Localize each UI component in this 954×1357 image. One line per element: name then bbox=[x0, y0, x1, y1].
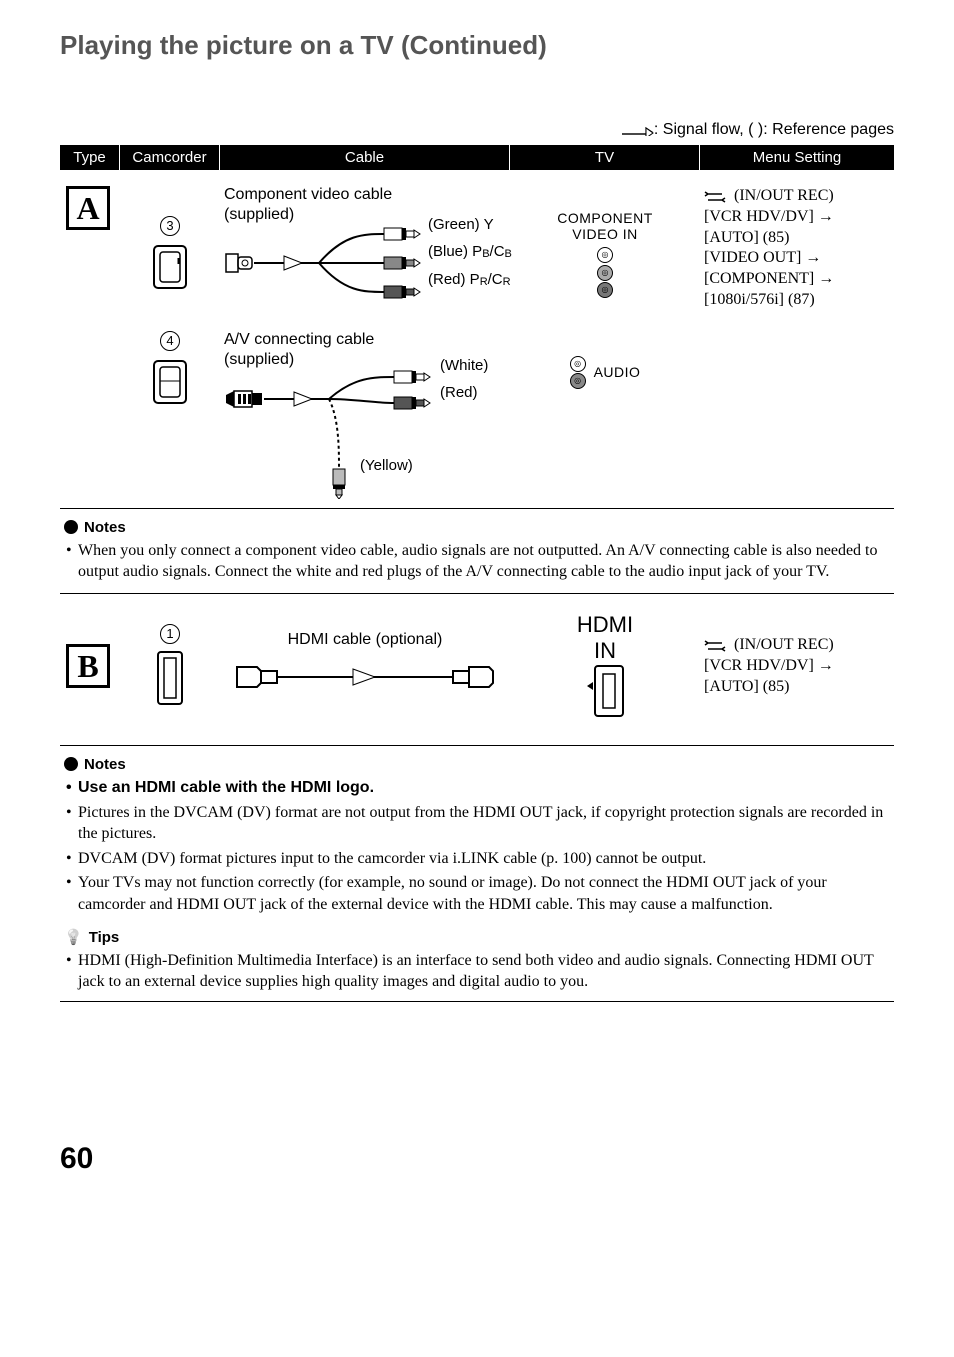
type-badge-b: B bbox=[66, 644, 110, 688]
signal-flow-legend: : Signal flow, ( ): Reference pages bbox=[60, 121, 894, 139]
col-menu: Menu Setting bbox=[700, 145, 894, 170]
col-cable: Cable bbox=[220, 145, 510, 170]
label-white: (White) bbox=[440, 357, 488, 374]
note-item: Use an HDMI cable with the HDMI logo. bbox=[66, 777, 894, 799]
label-green-y: (Green) Y bbox=[428, 216, 494, 233]
jack-red-icon: ◎ bbox=[570, 373, 586, 389]
label-red-prcr: (Red) PR/CR bbox=[428, 271, 511, 288]
tv-hdmi-l2: IN bbox=[514, 638, 696, 664]
tv-hdmi-l1: HDMI bbox=[514, 612, 696, 638]
tip-item: HDMI (High-Definition Multimedia Interfa… bbox=[66, 950, 894, 993]
av-cable-title: A/V connecting cable bbox=[224, 331, 506, 349]
tips-heading: Tips bbox=[64, 928, 894, 946]
hdmi-cable-title: HDMI cable (optional) bbox=[224, 631, 506, 649]
camcorder-port-3: 3 bbox=[160, 216, 180, 236]
menu-b-l2: [VCR HDV/DV] → bbox=[704, 656, 890, 677]
tv-component-l2: VIDEO IN bbox=[514, 226, 696, 242]
connection-table-header: Type Camcorder Cable TV Menu Setting bbox=[60, 145, 894, 170]
menu-a-l5: [COMPONENT] → bbox=[704, 269, 890, 290]
label-blue-pbcb: (Blue) PB/CB bbox=[428, 243, 512, 260]
notes-list: When you only connect a component video … bbox=[60, 540, 894, 583]
notes-list: Use an HDMI cable with the HDMI logo. Pi… bbox=[60, 777, 894, 916]
menu-b-l3: [AUTO] (85) bbox=[704, 677, 890, 698]
notes-heading: Notes bbox=[64, 756, 894, 773]
notes-heading: Notes bbox=[64, 519, 894, 536]
jack-y-icon: ◎ bbox=[597, 247, 613, 263]
component-cable-icon bbox=[224, 224, 494, 302]
hdmi-in-icon bbox=[585, 664, 625, 718]
label-red: (Red) bbox=[440, 384, 478, 401]
page-title: Playing the picture on a TV (Continued) bbox=[60, 30, 894, 61]
port-icon bbox=[152, 244, 188, 290]
type-badge-a: A bbox=[66, 186, 110, 230]
label-yellow: (Yellow) bbox=[360, 457, 413, 474]
port-icon bbox=[152, 359, 188, 405]
component-cable-title: Component video cable bbox=[224, 186, 506, 204]
col-type: Type bbox=[60, 145, 120, 170]
note-item: DVCAM (DV) format pictures input to the … bbox=[66, 848, 894, 870]
note-item: When you only connect a component video … bbox=[66, 540, 894, 583]
note-item: Your TVs may not function correctly (for… bbox=[66, 872, 894, 915]
col-camcorder: Camcorder bbox=[120, 145, 220, 170]
menu-a-l3: [AUTO] (85) bbox=[704, 228, 890, 249]
hdmi-port-icon bbox=[156, 650, 184, 706]
tips-list: HDMI (High-Definition Multimedia Interfa… bbox=[60, 950, 894, 993]
row-b: B 1 HDMI cable (optional) HDMI IN bbox=[60, 594, 894, 739]
camcorder-port-1: 1 bbox=[160, 624, 180, 644]
row-a: A 3 Component video cable (supplied) bbox=[60, 170, 894, 502]
inout-rec-icon bbox=[704, 190, 726, 204]
menu-b-l1: (IN/OUT REC) bbox=[704, 635, 890, 656]
inout-rec-icon bbox=[704, 639, 726, 653]
hdmi-cable-icon bbox=[235, 659, 495, 699]
note-item: Pictures in the DVCAM (DV) format are no… bbox=[66, 802, 894, 845]
jack-pb-icon: ◎ bbox=[597, 265, 613, 281]
menu-a-l4: [VIDEO OUT] → bbox=[704, 248, 890, 269]
col-tv: TV bbox=[510, 145, 700, 170]
menu-a-l2: [VCR HDV/DV] → bbox=[704, 207, 890, 228]
menu-a-l6: [1080i/576i] (87) bbox=[704, 290, 890, 311]
tv-audio-label: AUDIO bbox=[594, 364, 641, 380]
camcorder-port-4: 4 bbox=[160, 331, 180, 351]
jack-white-icon: ◎ bbox=[570, 356, 586, 372]
page-number: 60 bbox=[60, 1142, 894, 1176]
jack-pr-icon: ◎ bbox=[597, 282, 613, 298]
menu-a-l1: (IN/OUT REC) bbox=[704, 186, 890, 207]
tv-component-l1: COMPONENT bbox=[514, 210, 696, 226]
